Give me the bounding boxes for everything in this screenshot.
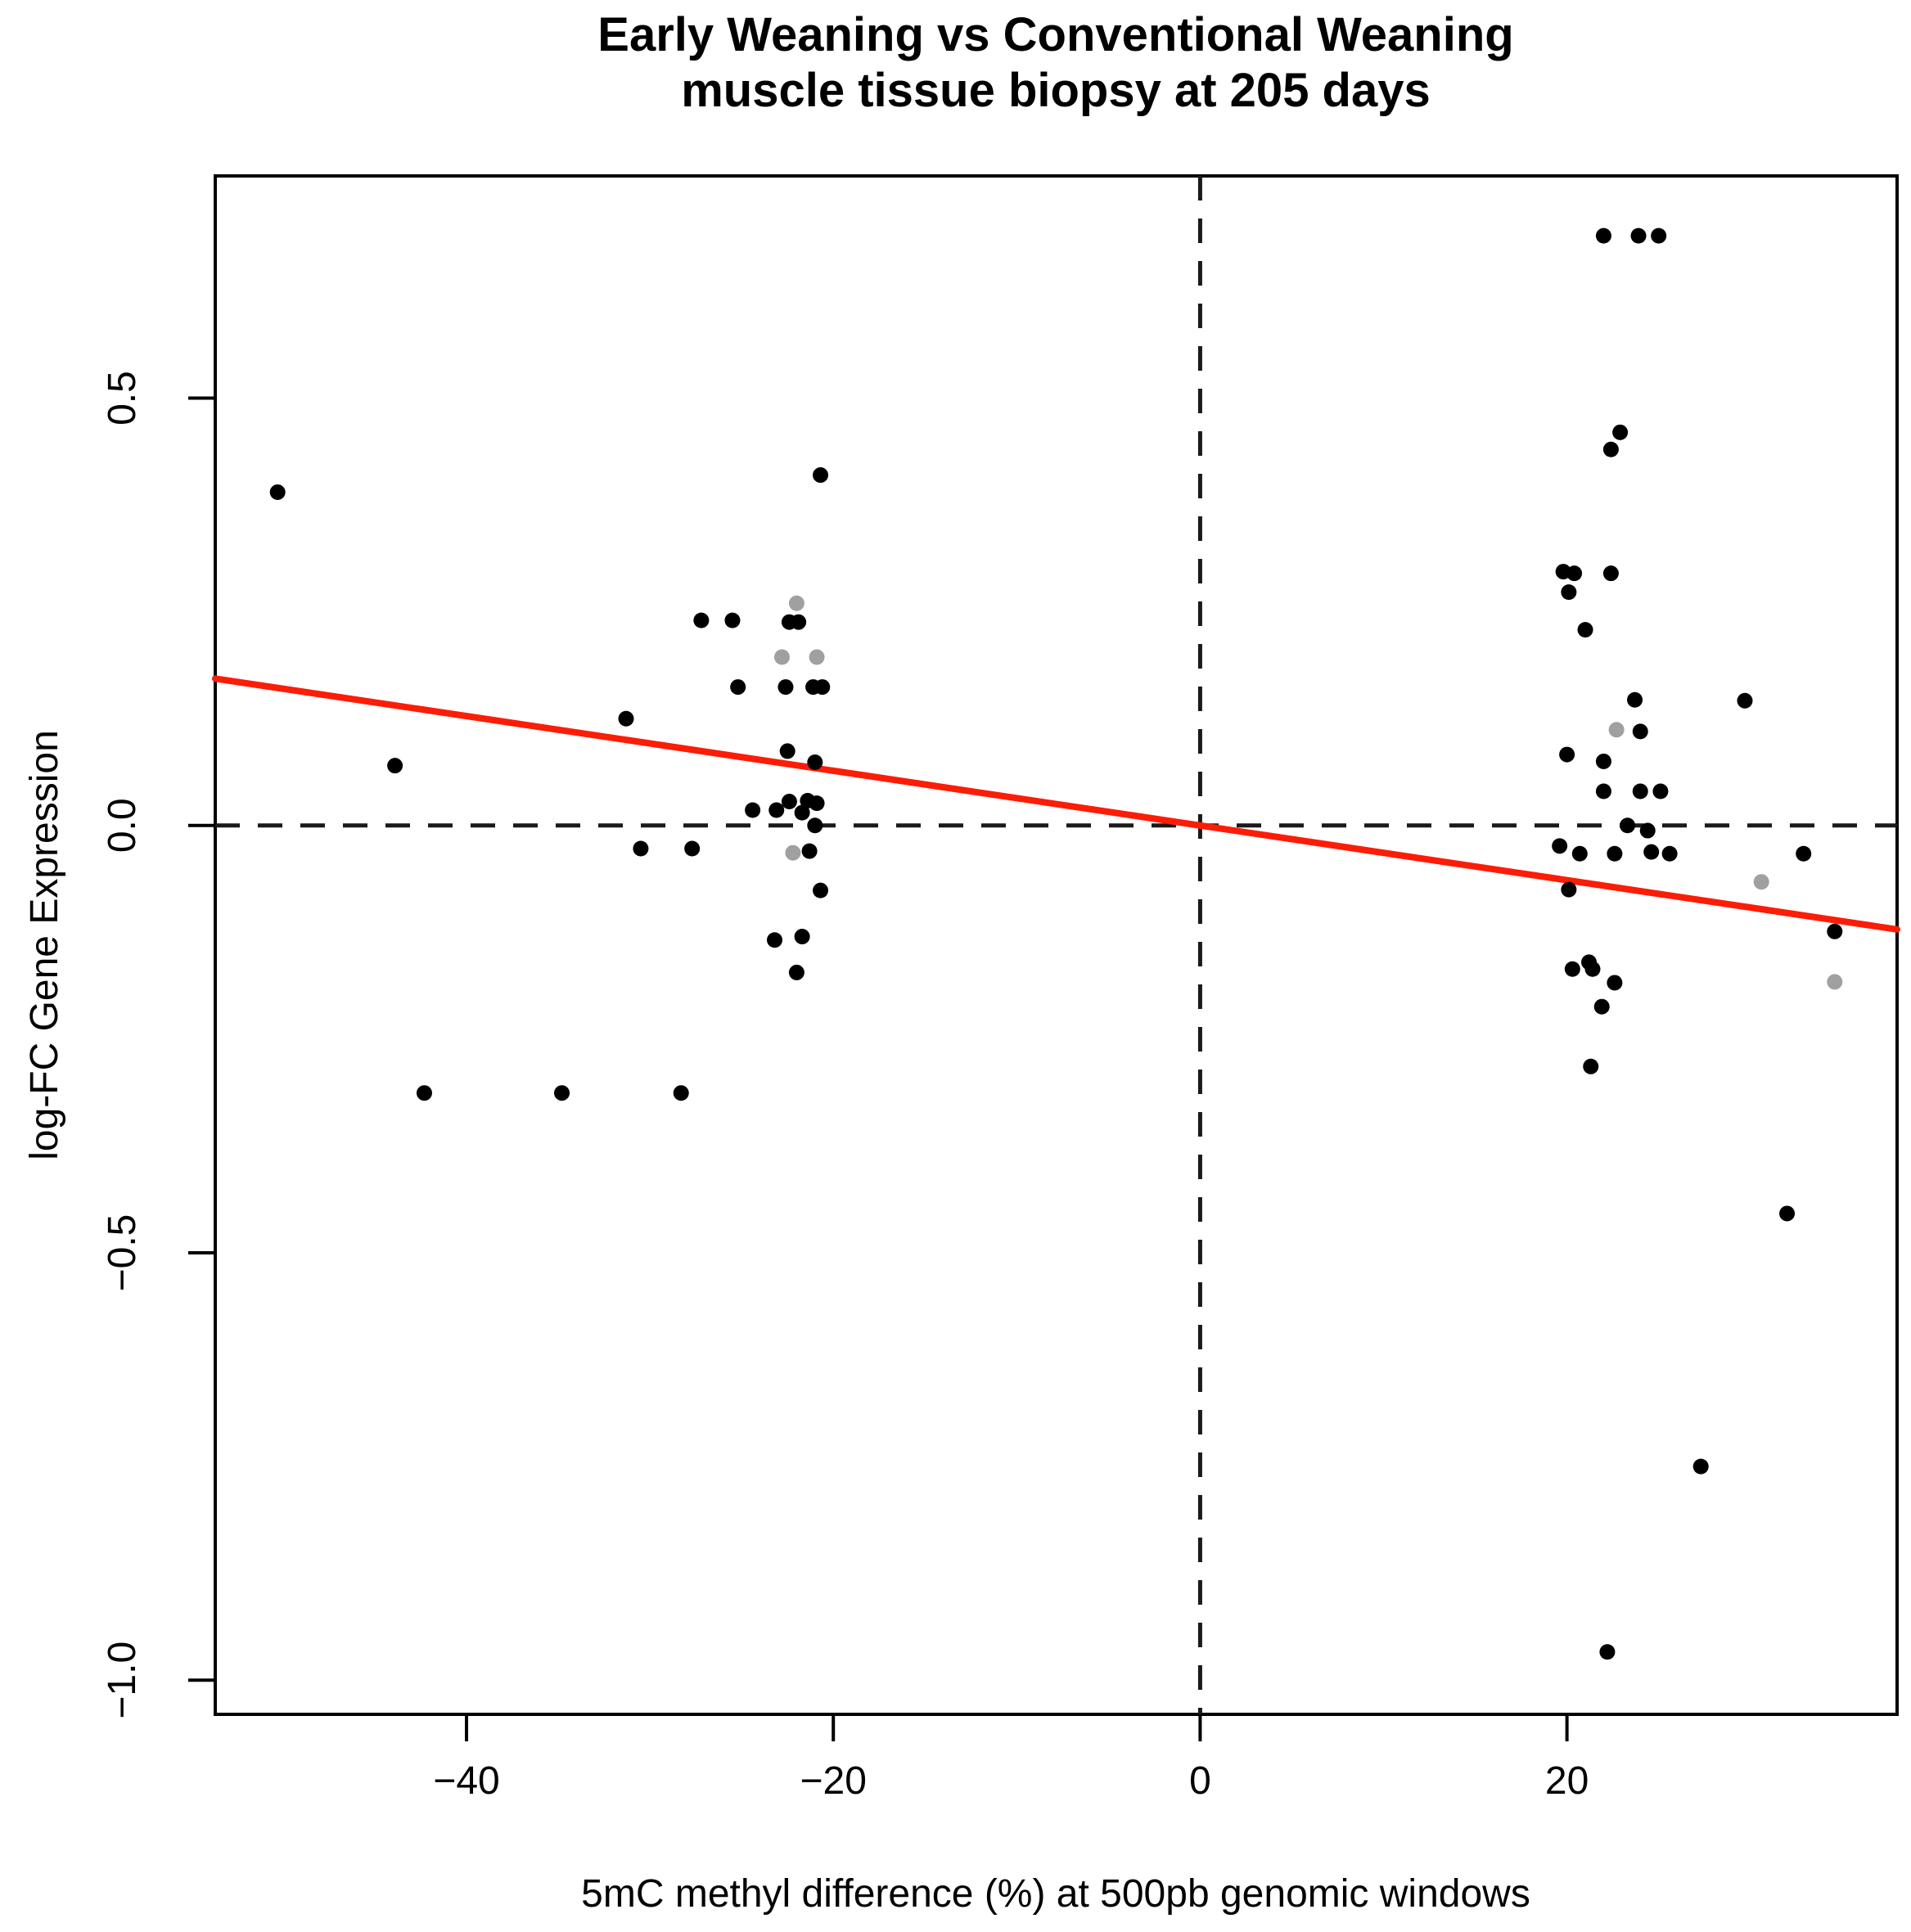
- reference-lines: [215, 176, 1897, 1714]
- data-point-black: [807, 754, 823, 770]
- data-point-black: [1595, 227, 1611, 244]
- trend-line: [212, 675, 1900, 933]
- data-point-black: [1593, 998, 1610, 1015]
- data-point-black: [777, 679, 794, 696]
- data-point-black: [745, 802, 761, 818]
- data-point-black: [1561, 584, 1577, 601]
- data-point-black: [807, 817, 823, 834]
- data-point-black: [1651, 227, 1667, 244]
- axes-layer: −40 −20 0 20 −1.0 −0.5 0.0 0.5: [101, 371, 1589, 1803]
- plot-box: [214, 174, 1899, 1716]
- y-tick-label: −0.5: [101, 1214, 144, 1292]
- data-point-black: [633, 840, 649, 857]
- data-point-black: [1612, 424, 1629, 440]
- data-point-black: [809, 795, 825, 812]
- y-tick-label: 0.0: [101, 798, 144, 853]
- data-point-black: [1632, 723, 1648, 740]
- data-point-black: [684, 840, 701, 857]
- data-point-gray: [785, 844, 801, 861]
- data-point-black: [1627, 691, 1643, 708]
- data-points-layer: [269, 227, 1843, 1660]
- data-point-black: [1796, 845, 1812, 862]
- data-point-black: [813, 467, 829, 484]
- data-point-black: [1595, 783, 1611, 799]
- data-point-black: [1692, 1458, 1709, 1475]
- data-point-gray: [1608, 722, 1625, 738]
- x-tick-label: −20: [800, 1759, 867, 1803]
- data-point-black: [1639, 822, 1656, 839]
- data-point-black: [794, 929, 810, 945]
- data-point-gray: [809, 649, 825, 665]
- data-point-black: [767, 932, 783, 948]
- data-point-black: [1577, 622, 1593, 638]
- data-point-black: [724, 612, 741, 628]
- data-point-black: [1737, 692, 1753, 709]
- data-point-black: [1552, 838, 1568, 854]
- data-point-black: [779, 743, 795, 759]
- data-point-black: [801, 843, 818, 859]
- data-point-black: [1602, 565, 1619, 582]
- data-point-black: [814, 679, 831, 696]
- data-point-black: [813, 882, 829, 898]
- data-point-black: [693, 612, 710, 628]
- data-point-black: [673, 1085, 689, 1101]
- data-point-black: [618, 710, 634, 727]
- data-point-black: [1559, 746, 1575, 763]
- data-point-black: [416, 1085, 432, 1101]
- data-point-black: [1607, 845, 1623, 862]
- data-point-black: [269, 484, 286, 500]
- data-point-black: [1632, 783, 1648, 799]
- data-point-black: [1561, 881, 1577, 898]
- data-point-gray: [788, 595, 805, 611]
- data-point-black: [1583, 1058, 1599, 1074]
- x-tick-label: 20: [1545, 1759, 1589, 1803]
- data-point-black: [1779, 1205, 1796, 1222]
- y-tick-label: 0.5: [101, 371, 144, 426]
- data-point-black: [1566, 565, 1583, 582]
- data-point-gray: [1753, 874, 1769, 890]
- data-point-black: [1571, 845, 1588, 862]
- data-point-black: [1652, 783, 1669, 799]
- chart-title-line1: Early Weaning vs Conventional Weaning: [597, 8, 1513, 61]
- x-tick-label: 0: [1189, 1759, 1211, 1803]
- data-point-black: [1620, 817, 1636, 834]
- data-point-gray: [773, 649, 790, 665]
- regression-line: [212, 675, 1900, 933]
- y-axis-title: log-FC Gene Expression: [23, 730, 66, 1160]
- data-point-black: [794, 804, 810, 821]
- data-point-black: [781, 794, 797, 810]
- data-point-gray: [1827, 974, 1843, 990]
- data-point-black: [1827, 923, 1843, 939]
- data-point-black: [1564, 961, 1580, 977]
- data-point-black: [1584, 961, 1601, 977]
- data-point-black: [387, 758, 403, 774]
- data-point-black: [1643, 844, 1660, 860]
- data-point-black: [788, 964, 805, 980]
- data-point-black: [554, 1085, 570, 1101]
- data-point-black: [1607, 975, 1623, 991]
- data-point-black: [1599, 1644, 1616, 1660]
- data-point-black: [791, 614, 807, 630]
- x-axis-title: 5mC methyl difference (%) at 500pb genom…: [581, 1872, 1530, 1916]
- plot-border: [214, 174, 1899, 1716]
- chart-title-line2: muscle tissue biopsy at 205 days: [681, 64, 1431, 117]
- x-tick-label: −40: [433, 1759, 499, 1803]
- data-point-black: [730, 679, 746, 696]
- data-point-black: [1661, 845, 1678, 862]
- data-point-black: [1595, 753, 1611, 769]
- data-point-black: [768, 802, 785, 818]
- data-point-black: [1630, 227, 1647, 244]
- data-point-black: [1602, 441, 1619, 457]
- y-tick-label: −1.0: [101, 1642, 144, 1719]
